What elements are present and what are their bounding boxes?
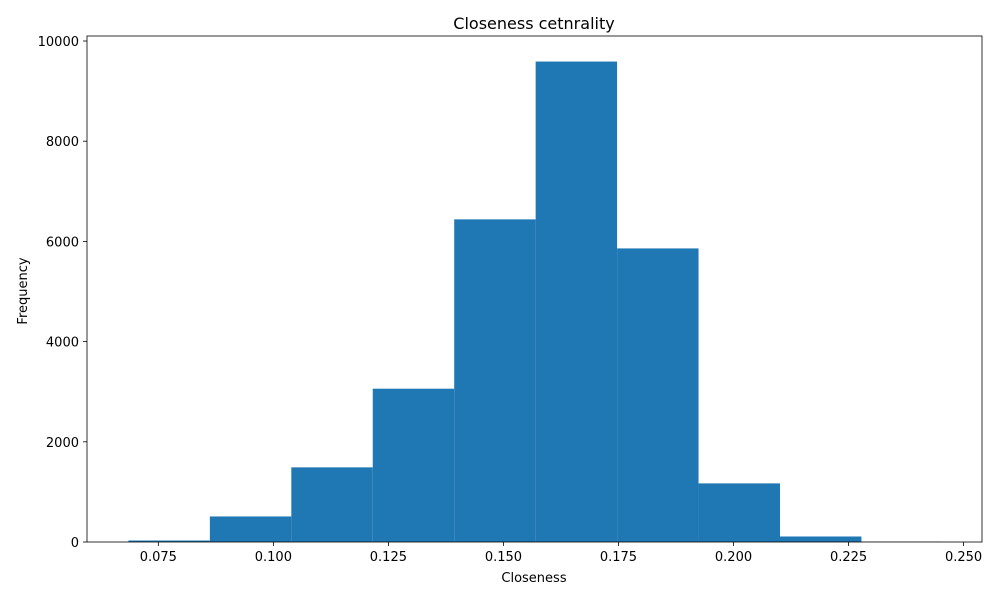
- histogram-bar: [454, 219, 536, 543]
- y-tick-label: 6000: [46, 235, 79, 250]
- x-axis-label: Closeness: [501, 571, 566, 586]
- y-tick-label: 0: [71, 536, 79, 551]
- histogram-bar: [779, 536, 862, 542]
- histogram-bar: [209, 516, 292, 542]
- x-tick-label: 0.250: [945, 550, 982, 565]
- histogram-bar: [535, 61, 618, 542]
- x-tick-label: 0.175: [600, 550, 637, 565]
- y-tick-label: 2000: [46, 436, 79, 451]
- x-tick-label: 0.200: [715, 550, 752, 565]
- axes-group: 0.075 0.100 0.125 0.150 0.175 0.200 0.225 0.250…: [38, 35, 983, 565]
- y-tick-label: 4000: [46, 336, 79, 351]
- histogram-bar: [291, 467, 373, 542]
- x-tick-label: 0.100: [255, 550, 292, 565]
- histogram-bar: [617, 248, 699, 542]
- histogram-bar: [698, 483, 780, 542]
- x-tick-label: 0.150: [485, 550, 522, 565]
- chart-title: Closeness cetnrality: [453, 14, 614, 33]
- bars-group: [128, 61, 943, 543]
- x-tick-label: 0.125: [370, 550, 407, 565]
- x-tick-label: 0.225: [830, 550, 867, 565]
- histogram-bar: [128, 540, 210, 542]
- plot-frame: [86, 35, 983, 543]
- x-tick-label: 0.075: [140, 550, 177, 565]
- y-tick-label: 8000: [46, 135, 79, 150]
- y-axis-label: Frequency: [16, 257, 31, 324]
- y-tick-label: 10000: [38, 35, 79, 50]
- histogram-bar: [372, 388, 455, 542]
